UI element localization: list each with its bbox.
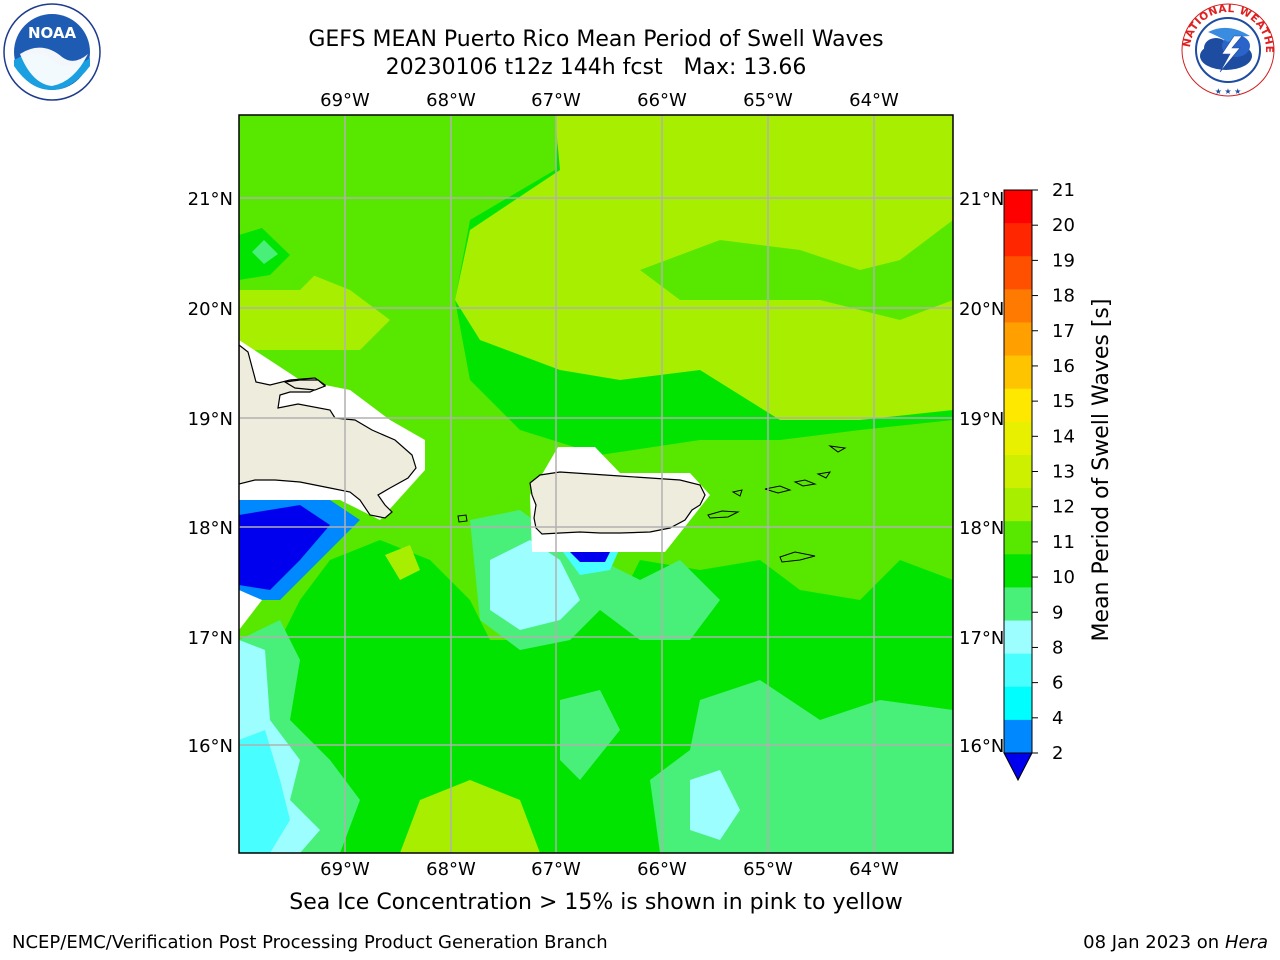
colorbar-tick-label: 17 <box>1052 321 1075 342</box>
lon-label-bottom: 67°W <box>531 859 581 880</box>
chart-title: GEFS MEAN Puerto Rico Mean Period of Swe… <box>308 27 884 52</box>
contour-below-4-pr <box>570 552 610 562</box>
colorbar: 21 20 19 18 17 16 15 14 13 12 11 10 9 8 6 4 2 <box>1003 180 1075 782</box>
lon-label-bottom: 68°W <box>426 859 476 880</box>
lon-label-top: 65°W <box>743 90 793 111</box>
colorbar-segment <box>1004 421 1032 456</box>
colorbar-tick-label: 16 <box>1052 356 1075 377</box>
colorbar-segment <box>1004 554 1032 588</box>
colorbar-segment <box>1004 355 1032 390</box>
colorbar-segment <box>1004 454 1032 489</box>
chart-subtitle: 20230106 t12z 144h fcst Max: 13.66 <box>385 55 807 80</box>
contour-12-13 <box>239 115 953 420</box>
noaa-logo: NOAA <box>3 3 101 101</box>
map-plot-area <box>239 115 953 853</box>
contour-12-13-spot <box>385 545 420 580</box>
contour-9-10-mid <box>560 690 620 780</box>
colorbar-tick-label: 4 <box>1052 708 1063 729</box>
lat-label-left: 20°N <box>188 299 233 320</box>
mask-southwest <box>239 590 262 630</box>
colorbar-segment <box>1004 322 1032 357</box>
map-frame <box>238 114 954 854</box>
colorbar-tick-label: 13 <box>1052 462 1075 483</box>
lat-label-right: 18°N <box>959 518 1004 539</box>
land-culebra <box>731 489 743 497</box>
land-mona-island <box>457 514 468 523</box>
colorbar-tick-label: 2 <box>1052 743 1063 764</box>
colorbar-segment <box>1004 686 1032 721</box>
lat-label-left: 21°N <box>188 189 233 210</box>
colorbar-segment <box>1004 223 1032 257</box>
colorbar-tick-label: 6 <box>1052 673 1063 694</box>
lat-label-right: 16°N <box>959 736 1004 757</box>
land-virgin-islands <box>764 445 847 494</box>
colorbar-tick-label: 9 <box>1052 602 1063 623</box>
colorbar-segment <box>1004 256 1032 290</box>
colorbar-extend-triangle <box>1003 752 1033 782</box>
sea-ice-note: Sea Ice Concentration > 15% is shown in … <box>289 890 903 915</box>
colorbar-segment <box>1004 289 1032 323</box>
contour-8-9-center <box>490 540 580 630</box>
credit-host: Hera <box>1224 932 1268 953</box>
contour-12-13-south <box>400 780 540 853</box>
lat-label-right: 21°N <box>959 189 1004 210</box>
colorbar-segment <box>1004 587 1032 622</box>
colorbar-tick-label: 21 <box>1052 180 1075 201</box>
lat-label-left: 19°N <box>188 409 233 430</box>
noaa-logo-text: NOAA <box>28 24 77 42</box>
lon-label-bottom: 64°W <box>849 859 899 880</box>
colorbar-tick-label: 19 <box>1052 250 1075 271</box>
colorbar-segment <box>1004 521 1032 555</box>
lon-label-top: 66°W <box>637 90 687 111</box>
grid-lines <box>239 115 953 853</box>
contour-9-10-nw <box>252 240 278 264</box>
land-vieques <box>707 510 740 519</box>
colorbar-tick-label: 15 <box>1052 391 1075 412</box>
colorbar-tick-label: 10 <box>1052 567 1075 588</box>
contour-11-12 <box>239 115 953 640</box>
lon-label-top: 67°W <box>531 90 581 111</box>
nws-logo: NATIONAL WEATHER SERVICE ★ ★ ★ <box>1178 2 1275 97</box>
lat-label-left: 16°N <box>188 736 233 757</box>
lon-label-top: 69°W <box>320 90 370 111</box>
colorbar-segment <box>1004 488 1032 522</box>
colorbar-tick-label: 12 <box>1052 497 1075 518</box>
colorbar-segment <box>1004 190 1032 224</box>
colorbar-tick-label: 14 <box>1052 426 1075 447</box>
colorbar-tick-label: 20 <box>1052 215 1075 236</box>
lon-label-bottom: 66°W <box>637 859 687 880</box>
colorbar-segment <box>1004 653 1032 688</box>
lat-label-left: 17°N <box>188 628 233 649</box>
colorbar-label: Mean Period of Swell Waves [s] <box>1089 299 1114 642</box>
credit-date: 08 Jan 2023 on Hera <box>1083 932 1268 953</box>
contour-6-8-southwest <box>239 730 290 853</box>
lon-label-top: 68°W <box>426 90 476 111</box>
star-icon: ★ ★ ★ <box>1215 87 1242 96</box>
land-hispaniola-peninsula <box>283 379 327 391</box>
credit-date-text: 08 Jan 2023 on <box>1083 932 1220 953</box>
colorbar-tick-label: 11 <box>1052 532 1075 553</box>
colorbar-tick-label: 18 <box>1052 286 1075 307</box>
land-st-croix <box>779 551 816 563</box>
lon-label-top: 64°W <box>849 90 899 111</box>
lat-label-left: 18°N <box>188 518 233 539</box>
colorbar-segment <box>1004 620 1032 655</box>
lon-label-bottom: 65°W <box>743 859 793 880</box>
lat-label-right: 20°N <box>959 299 1004 320</box>
credit-organization: NCEP/EMC/Verification Post Processing Pr… <box>12 932 608 953</box>
lon-label-bottom: 69°W <box>320 859 370 880</box>
contour-8-9-south <box>690 770 740 840</box>
colorbar-segment <box>1004 719 1032 754</box>
lat-label-right: 19°N <box>959 409 1004 430</box>
lat-label-right: 17°N <box>959 628 1004 649</box>
colorbar-tick-label: 8 <box>1052 637 1063 658</box>
colorbar-segment <box>1004 388 1032 423</box>
